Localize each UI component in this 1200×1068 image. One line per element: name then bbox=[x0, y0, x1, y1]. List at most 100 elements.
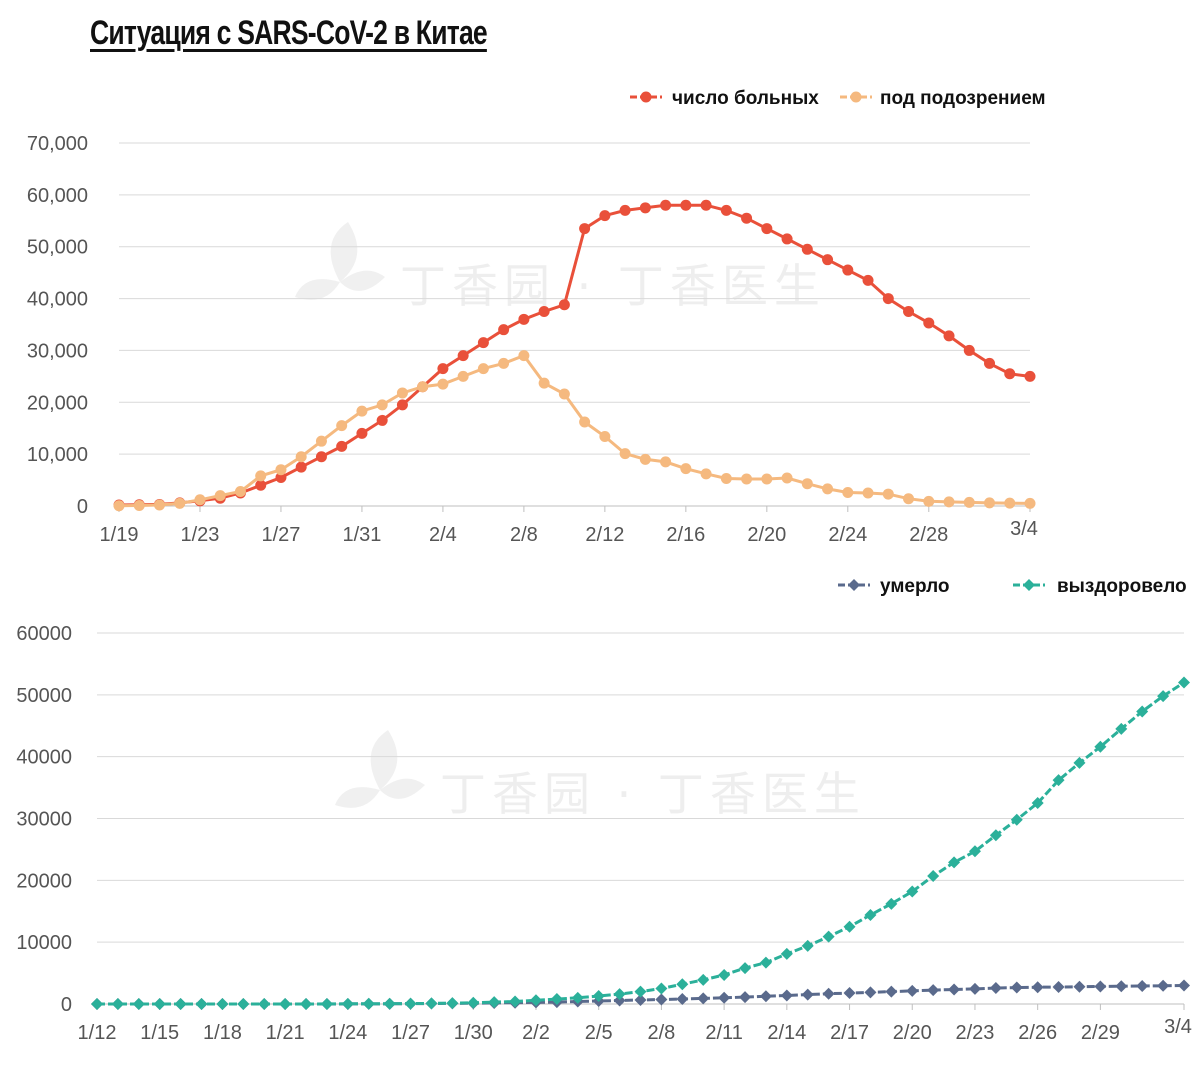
x-tick-label: 1/18 bbox=[203, 1022, 242, 1044]
watermark-leaf-icon bbox=[295, 279, 340, 300]
x-tick-label: 2/20 bbox=[893, 1022, 932, 1044]
data-point bbox=[1073, 756, 1086, 769]
data-point bbox=[1136, 705, 1149, 718]
legend-label: умерло bbox=[880, 576, 950, 597]
data-point bbox=[842, 264, 854, 276]
data-point bbox=[579, 416, 591, 428]
data-point bbox=[759, 956, 772, 969]
data-point bbox=[801, 478, 813, 490]
y-tick-label: 60,000 bbox=[27, 185, 88, 207]
x-tick-label: 2/29 bbox=[1081, 1022, 1120, 1044]
legend-item: выздоровело bbox=[1013, 576, 1187, 597]
data-point bbox=[968, 845, 981, 858]
data-point bbox=[822, 930, 835, 943]
y-tick-label: 50,000 bbox=[27, 237, 88, 259]
data-point bbox=[1010, 813, 1023, 826]
y-tick-label: 10000 bbox=[16, 932, 72, 954]
data-point bbox=[132, 998, 145, 1010]
data-point bbox=[457, 370, 469, 382]
data-point bbox=[498, 324, 510, 336]
legend-marker bbox=[850, 91, 862, 103]
data-point bbox=[1024, 370, 1036, 382]
data-point bbox=[948, 983, 961, 996]
data-point bbox=[676, 992, 689, 1005]
data-point bbox=[989, 981, 1002, 994]
watermark-text: 丁香园 · 丁香医生 bbox=[400, 259, 826, 313]
data-point bbox=[639, 202, 651, 214]
x-tick-label: 2/12 bbox=[585, 524, 624, 546]
data-point bbox=[862, 487, 874, 499]
data-point bbox=[801, 939, 814, 952]
data-point bbox=[396, 399, 408, 411]
data-point bbox=[599, 210, 611, 222]
data-point bbox=[404, 997, 417, 1010]
data-point bbox=[558, 299, 570, 311]
data-point bbox=[822, 483, 834, 495]
x-tick-label: 2/8 bbox=[510, 524, 538, 546]
data-point bbox=[437, 363, 449, 375]
data-point bbox=[550, 993, 563, 1006]
data-point bbox=[903, 306, 915, 318]
data-point bbox=[1052, 774, 1065, 787]
data-point bbox=[801, 243, 813, 255]
data-point bbox=[680, 463, 692, 475]
data-point bbox=[660, 199, 672, 211]
data-point bbox=[739, 991, 752, 1004]
series-line bbox=[118, 203, 1031, 507]
data-point bbox=[457, 350, 469, 362]
data-point bbox=[275, 471, 287, 483]
data-point bbox=[300, 998, 313, 1010]
data-point bbox=[741, 473, 753, 485]
data-point bbox=[518, 350, 530, 362]
data-point bbox=[1157, 979, 1170, 992]
data-point bbox=[842, 487, 854, 499]
data-point bbox=[113, 500, 125, 512]
y-tick-label: 20000 bbox=[16, 870, 72, 892]
data-point bbox=[1136, 980, 1149, 993]
data-point bbox=[948, 856, 961, 869]
data-point bbox=[822, 987, 835, 1000]
watermark: 丁香园 · 丁香医生 bbox=[295, 222, 826, 313]
data-point bbox=[718, 991, 731, 1004]
x-tick-label: 1/30 bbox=[454, 1022, 493, 1044]
data-point bbox=[720, 473, 732, 485]
data-point bbox=[639, 453, 651, 465]
data-point bbox=[255, 470, 267, 482]
data-point bbox=[906, 885, 919, 898]
legend-item: под подозрением bbox=[840, 88, 1046, 109]
data-point bbox=[613, 988, 626, 1001]
data-point bbox=[1115, 722, 1128, 735]
series-2 bbox=[91, 676, 1190, 1010]
data-point bbox=[579, 223, 591, 235]
watermark-leaf-icon bbox=[340, 270, 385, 291]
x-tick-label: 2/2 bbox=[522, 1022, 550, 1044]
data-point bbox=[780, 989, 793, 1002]
x-tick-label: 1/23 bbox=[181, 524, 220, 546]
data-point bbox=[739, 962, 752, 975]
data-point bbox=[488, 996, 501, 1009]
data-point bbox=[1024, 497, 1036, 509]
legend-item: число больных bbox=[630, 88, 819, 109]
x-tick-label: 2/11 bbox=[705, 1022, 742, 1044]
data-point bbox=[697, 973, 710, 986]
data-point bbox=[882, 488, 894, 500]
data-point bbox=[518, 313, 530, 325]
data-point bbox=[1004, 368, 1016, 380]
page-title: Ситуация с SARS-CoV-2 в Китае bbox=[90, 14, 488, 52]
x-tick-label: 2/24 bbox=[828, 524, 867, 546]
data-point bbox=[315, 451, 327, 463]
x-tick-label: 2/26 bbox=[1018, 1022, 1057, 1044]
x-tick-label: 1/19 bbox=[100, 524, 139, 546]
data-point bbox=[903, 493, 915, 505]
x-tick-label: 1/15 bbox=[140, 1022, 179, 1044]
data-point bbox=[315, 435, 327, 447]
watermark: 丁香园 · 丁香医生 bbox=[335, 730, 860, 821]
data-point bbox=[111, 998, 124, 1010]
data-point bbox=[477, 337, 489, 349]
data-point bbox=[984, 357, 996, 369]
y-tick-label: 20,000 bbox=[27, 392, 88, 414]
data-point bbox=[446, 997, 459, 1010]
watermark-leaf-icon bbox=[370, 730, 398, 790]
data-point bbox=[529, 994, 542, 1007]
